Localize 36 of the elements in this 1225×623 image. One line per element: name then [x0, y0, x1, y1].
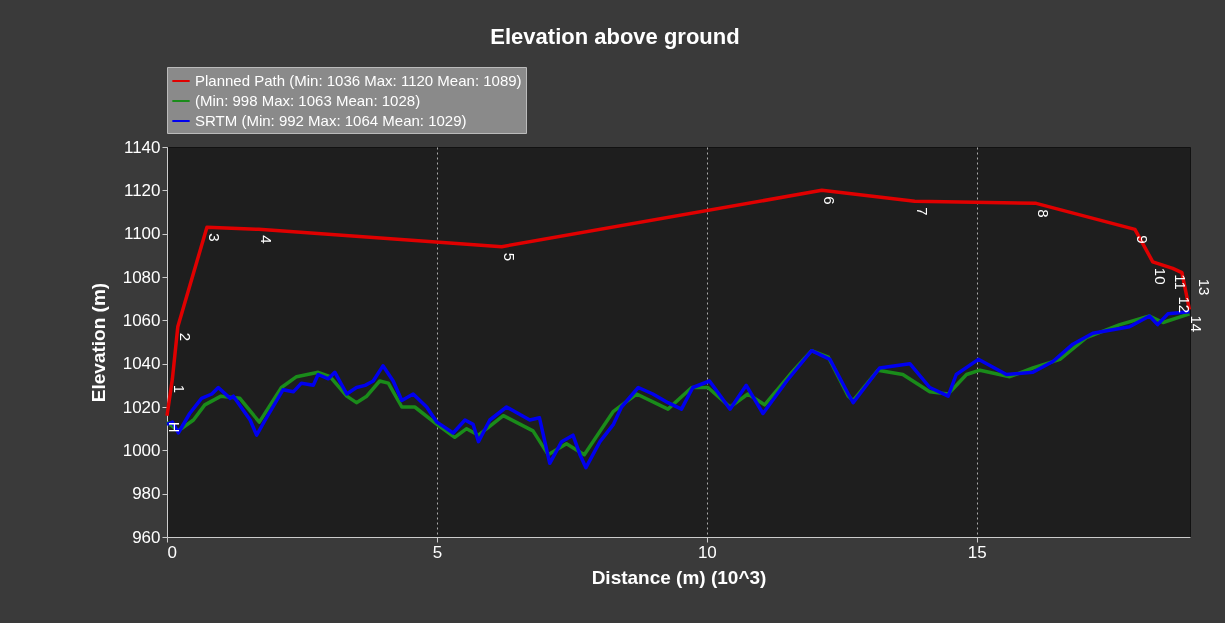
annotation: 2	[176, 332, 194, 342]
annotation: 11	[1171, 274, 1189, 290]
annotation: 5	[500, 252, 518, 262]
annotation: H	[166, 421, 183, 433]
y-tick-label: 1120	[123, 180, 161, 200]
x-tick-label: 0	[167, 542, 177, 562]
annotation: 1	[171, 384, 189, 394]
x-tick-label: 10	[697, 542, 717, 562]
annotation: 4	[257, 235, 275, 244]
annotation: 8	[1035, 209, 1053, 218]
y-axis-title: Elevation (m)	[87, 282, 109, 403]
x-tick-label: 15	[967, 542, 987, 562]
annotation: 7	[913, 207, 931, 216]
x-axis-title: Distance (m) (10^3)	[591, 566, 767, 588]
y-tick-label: 960	[132, 527, 161, 547]
annotation: 3	[205, 233, 223, 242]
y-tick-label: 980	[132, 484, 161, 504]
y-tick-label: 1140	[123, 137, 161, 157]
legend-label: Planned Path (Min: 1036 Max: 1120 Mean: 1089)	[195, 72, 522, 89]
annotation: 10	[1151, 267, 1169, 285]
annotation: 9	[1133, 235, 1151, 244]
annotation: 6	[820, 196, 838, 205]
x-tick-label: 5	[432, 542, 443, 562]
legend-label: SRTM (Min: 992 Max: 1064 Mean: 1029)	[195, 112, 467, 129]
y-tick-label: 1020	[122, 397, 161, 417]
y-tick-label: 1100	[123, 224, 161, 244]
line-series	[165, 188, 1192, 418]
y-tick-label: 1000	[122, 440, 161, 460]
y-tick-label: 1060	[122, 310, 161, 330]
legend-label: (Min: 998 Max: 1063 Mean: 1028)	[195, 92, 421, 109]
annotation: 12	[1175, 296, 1193, 314]
annotation: 14	[1188, 315, 1206, 333]
chart-title: Elevation above ground	[490, 24, 740, 49]
y-tick-label: 1080	[122, 267, 161, 287]
annotation: 13	[1195, 278, 1213, 296]
y-tick-label: 1040	[122, 354, 161, 374]
